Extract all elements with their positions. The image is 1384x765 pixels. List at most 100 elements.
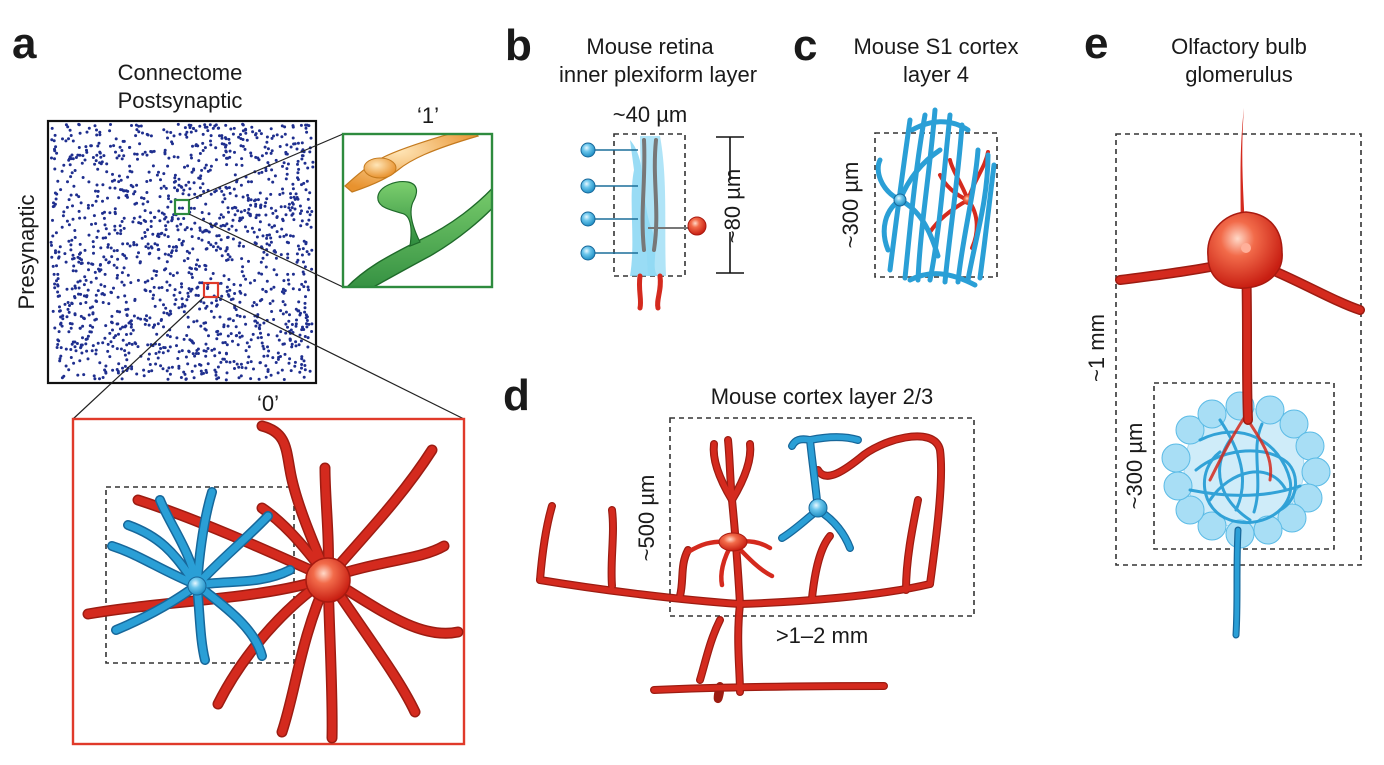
matrix-dot — [163, 233, 167, 237]
matrix-dot — [225, 352, 228, 356]
matrix-dot — [175, 245, 179, 249]
matrix-dot — [203, 146, 207, 150]
matrix-dot — [219, 238, 223, 242]
matrix-dot — [147, 357, 150, 361]
matrix-dot — [240, 257, 244, 261]
matrix-dot — [136, 345, 140, 349]
matrix-dot — [184, 183, 188, 187]
matrix-dot — [233, 213, 237, 217]
matrix-dot — [134, 134, 138, 138]
matrix-dot — [60, 169, 64, 173]
matrix-dot — [160, 286, 164, 289]
matrix-dot — [75, 342, 79, 345]
matrix-dot — [291, 287, 295, 291]
matrix-dot — [66, 307, 70, 311]
matrix-dot — [103, 368, 107, 372]
matrix-dot — [167, 253, 171, 257]
matrix-dot — [283, 303, 287, 307]
matrix-dot — [80, 258, 83, 262]
matrix-dot — [268, 243, 271, 247]
matrix-dot — [101, 199, 104, 203]
orange-bouton — [363, 157, 397, 179]
panel-b-title-line2: inner plexiform layer — [559, 62, 757, 87]
matrix-dot — [226, 258, 230, 262]
matrix-dot — [280, 227, 284, 231]
matrix-dot — [219, 213, 223, 217]
matrix-dot — [74, 286, 77, 290]
matrix-dot — [170, 251, 173, 255]
matrix-dot — [194, 143, 198, 147]
matrix-dot — [165, 369, 169, 373]
matrix-dot — [284, 233, 288, 237]
matrix-dot — [166, 136, 169, 140]
matrix-dot — [51, 309, 55, 313]
matrix-dot — [192, 320, 196, 324]
matrix-dot — [96, 194, 100, 198]
matrix-dot — [197, 236, 201, 240]
matrix-dot — [145, 191, 149, 194]
matrix-dot — [121, 242, 125, 246]
matrix-dot — [117, 196, 121, 200]
matrix-dot — [168, 372, 172, 376]
matrix-dot — [172, 293, 176, 297]
matrix-dot — [238, 300, 242, 304]
matrix-dot — [228, 191, 232, 195]
matrix-dot — [55, 346, 59, 349]
matrix-dot — [215, 304, 218, 308]
matrix-dot — [207, 241, 211, 244]
matrix-dot — [118, 327, 122, 331]
matrix-dot — [247, 259, 250, 263]
matrix-dot — [237, 376, 241, 380]
matrix-dot — [296, 176, 299, 180]
matrix-dot — [145, 319, 149, 322]
matrix-dot — [143, 322, 147, 326]
matrix-dot — [101, 376, 105, 379]
matrix-dot — [166, 235, 170, 239]
matrix-dot — [256, 336, 260, 340]
matrix-dot — [275, 133, 279, 137]
matrix-dot — [212, 347, 216, 351]
matrix-dot — [243, 293, 247, 297]
matrix-dot — [193, 221, 197, 225]
matrix-dot — [126, 242, 129, 246]
matrix-dot — [291, 187, 295, 191]
matrix-dot — [290, 213, 294, 217]
matrix-dot — [257, 171, 261, 175]
matrix-dot — [115, 156, 119, 160]
matrix-dot — [198, 152, 202, 155]
matrix-dot — [220, 294, 224, 298]
matrix-dot — [131, 328, 135, 332]
matrix-dot — [119, 188, 122, 192]
matrix-dot — [182, 310, 186, 314]
matrix-dot — [240, 157, 244, 161]
matrix-dot — [91, 325, 95, 329]
matrix-dot — [170, 365, 174, 369]
matrix-dot — [303, 306, 307, 310]
matrix-dot — [111, 328, 114, 332]
matrix-dot — [112, 263, 116, 267]
matrix-dot — [186, 164, 190, 168]
panel-a: a Connectome Postsynaptic Presynaptic ‘1… — [12, 19, 494, 746]
matrix-dot — [284, 213, 288, 217]
matrix-dot — [274, 256, 278, 260]
matrix-dot — [77, 195, 81, 199]
matrix-dot — [176, 217, 180, 221]
matrix-dot — [78, 131, 82, 135]
matrix-dot — [228, 360, 232, 364]
matrix-dot — [63, 302, 67, 306]
matrix-dot — [104, 227, 108, 231]
matrix-dot — [214, 123, 218, 127]
matrix-dot — [249, 154, 253, 158]
matrix-dot — [104, 236, 108, 240]
matrix-dot — [129, 281, 133, 285]
matrix-dot — [139, 317, 143, 321]
matrix-dot — [203, 327, 207, 331]
matrix-dot — [87, 268, 90, 272]
matrix-dot — [213, 354, 217, 358]
matrix-dot — [64, 364, 68, 368]
matrix-dot — [225, 246, 229, 250]
matrix-dot — [61, 137, 64, 141]
matrix-dot — [283, 205, 287, 209]
matrix-dot — [81, 336, 84, 340]
matrix-dot — [113, 186, 117, 190]
